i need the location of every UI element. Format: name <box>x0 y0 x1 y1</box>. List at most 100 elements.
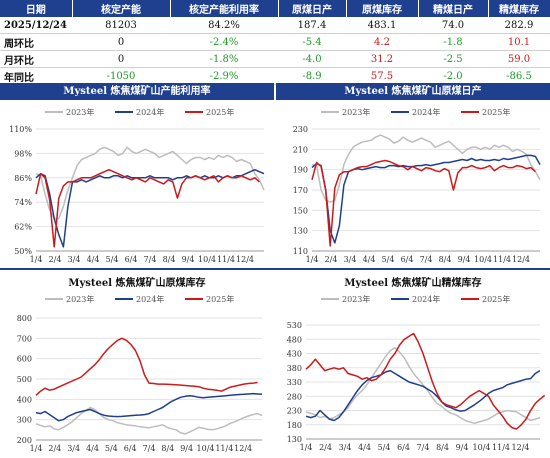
series-line <box>35 168 260 248</box>
y-tick-label: 200 <box>17 436 32 445</box>
y-tick-label: 430 <box>287 350 302 359</box>
header-clean-stock: 精煤库存 <box>488 0 550 17</box>
header-capacity: 核定产能 <box>72 0 171 17</box>
row-label: 周环比 <box>0 33 72 51</box>
x-tick-label: 7/4 <box>144 255 157 264</box>
legend-label: 2025年 <box>482 107 510 117</box>
row-label: 2025/12/24 <box>0 17 72 34</box>
x-tick-label: 3/4 <box>68 255 81 264</box>
x-tick-label: 8/4 <box>163 255 176 264</box>
y-tick-label: 230 <box>293 125 308 134</box>
y-tick-label: 98% <box>14 149 32 158</box>
legend-label: 2023年 <box>342 107 370 117</box>
table-cell: -2.4% <box>170 33 278 51</box>
x-tick-label: 12/4 <box>234 444 252 453</box>
x-tick-label: 3/4 <box>339 443 352 452</box>
x-tick-label: 12/4 <box>236 255 254 264</box>
y-tick-label: 530 <box>287 321 302 330</box>
x-tick-label: 12/4 <box>512 255 530 264</box>
x-tick-label: 7/4 <box>420 255 433 264</box>
y-tick-label: 500 <box>17 375 32 384</box>
header-clean-daily: 精煤日产 <box>418 0 489 17</box>
y-tick-label: 380 <box>287 364 302 373</box>
table-cell: -2.0 <box>418 67 488 85</box>
x-tick-label: 5/4 <box>378 443 391 452</box>
y-tick-label: 700 <box>17 334 32 343</box>
series-line <box>305 369 541 422</box>
series-line <box>305 332 546 430</box>
x-tick-label: 6/4 <box>125 255 138 264</box>
legend-label: 2024年 <box>136 107 164 117</box>
row-label: 月环比 <box>0 50 72 68</box>
x-tick-label: 8/4 <box>436 443 449 452</box>
header-raw-daily: 原煤日产 <box>278 0 347 17</box>
legend-label: 2023年 <box>66 294 94 304</box>
table-cell: -1.8 <box>418 33 488 51</box>
legend-label: 2025年 <box>206 107 234 117</box>
table-cell: 81203 <box>72 17 170 34</box>
y-tick-label: 300 <box>17 416 32 425</box>
table-cell: 74.0 <box>418 17 488 34</box>
summary-header-row: 日期 核定产能 核定产能利用率 原煤日产 原煤库存 精煤日产 精煤库存 <box>0 0 550 17</box>
utilization-chart: 2023年 2024年 2025年 50% 62% 74% 86% 98% 110% 1/4 2/4… <box>9 107 265 264</box>
chart-title-bar-raw-daily: Mysteel 炼焦煤矿山原煤日产 <box>276 83 550 100</box>
section-divider <box>0 268 550 270</box>
x-tick-label: 2/4 <box>319 443 332 452</box>
x-tick-label: 10/4 <box>197 444 215 453</box>
legend-label: 2024年 <box>412 107 440 117</box>
y-tick-label: 170 <box>293 186 308 195</box>
y-tick-label: 86% <box>14 174 32 183</box>
x-tick-label: 9/4 <box>182 255 195 264</box>
x-tick-label: 4/4 <box>86 444 99 453</box>
y-tick-label: 280 <box>287 392 302 401</box>
x-tick-label: 11/4 <box>217 255 235 264</box>
x-tick-label: 1/4 <box>300 443 313 452</box>
x-tick-label: 9/4 <box>458 255 471 264</box>
raw-stock-chart: Mysteel 炼焦煤矿山原煤库存 2023年 2024年 2025年 200 300 40… <box>17 276 263 453</box>
table-cell: 187.4 <box>278 17 346 34</box>
x-tick-label: 3/4 <box>67 444 80 453</box>
x-tick-label: 9/4 <box>180 444 193 453</box>
y-tick-label: 110% <box>9 125 32 134</box>
header-raw-stock: 原煤库存 <box>346 0 419 17</box>
y-tick-label: 600 <box>17 355 32 364</box>
series-line <box>35 392 263 422</box>
legend-label: 2024年 <box>412 294 440 304</box>
chart-title: Mysteel 炼焦煤矿山原煤库存 <box>68 276 205 289</box>
x-tick-label: 11/4 <box>215 444 233 453</box>
legend-label: 2025年 <box>206 294 234 304</box>
table-cell: -5.4 <box>278 33 346 51</box>
x-tick-label: 1/4 <box>306 255 319 264</box>
raw-daily-chart: 2023年 2024年 2025年 110 130 150 170 190 210 230 1/4 2… <box>293 107 541 264</box>
header-utilization: 核定产能利用率 <box>170 0 279 17</box>
table-cell: -1.8% <box>170 50 278 68</box>
series-line <box>311 154 541 244</box>
table-cell: 57.5 <box>346 67 418 85</box>
y-tick-label: 230 <box>287 407 302 416</box>
y-tick-label: 400 <box>17 395 32 404</box>
x-tick-label: 6/4 <box>397 443 410 452</box>
legend-label: 2025年 <box>482 294 510 304</box>
x-tick-label: 12/4 <box>512 443 530 452</box>
table-cell: -4.0 <box>278 50 346 68</box>
row-label: 年同比 <box>0 67 72 85</box>
series-line <box>35 146 265 220</box>
x-tick-label: 8/4 <box>161 444 174 453</box>
x-tick-label: 3/4 <box>344 255 357 264</box>
table-cell: 10.1 <box>488 33 550 51</box>
legend-label: 2023年 <box>342 294 370 304</box>
table-cell: 4.2 <box>346 33 418 51</box>
y-tick-label: 130 <box>287 435 302 444</box>
y-tick-label: 330 <box>287 378 302 387</box>
x-tick-label: 1/4 <box>30 444 43 453</box>
y-tick-label: 130 <box>293 227 308 236</box>
y-tick-label: 110 <box>293 247 308 256</box>
x-tick-label: 4/4 <box>358 443 371 452</box>
x-tick-label: 2/4 <box>325 255 338 264</box>
y-tick-label: 50% <box>14 247 32 256</box>
table-cell: -2.9% <box>170 67 278 85</box>
y-tick-label: 800 <box>17 314 32 323</box>
table-cell: 31.2 <box>346 50 418 68</box>
table-cell: 0 <box>72 33 170 51</box>
